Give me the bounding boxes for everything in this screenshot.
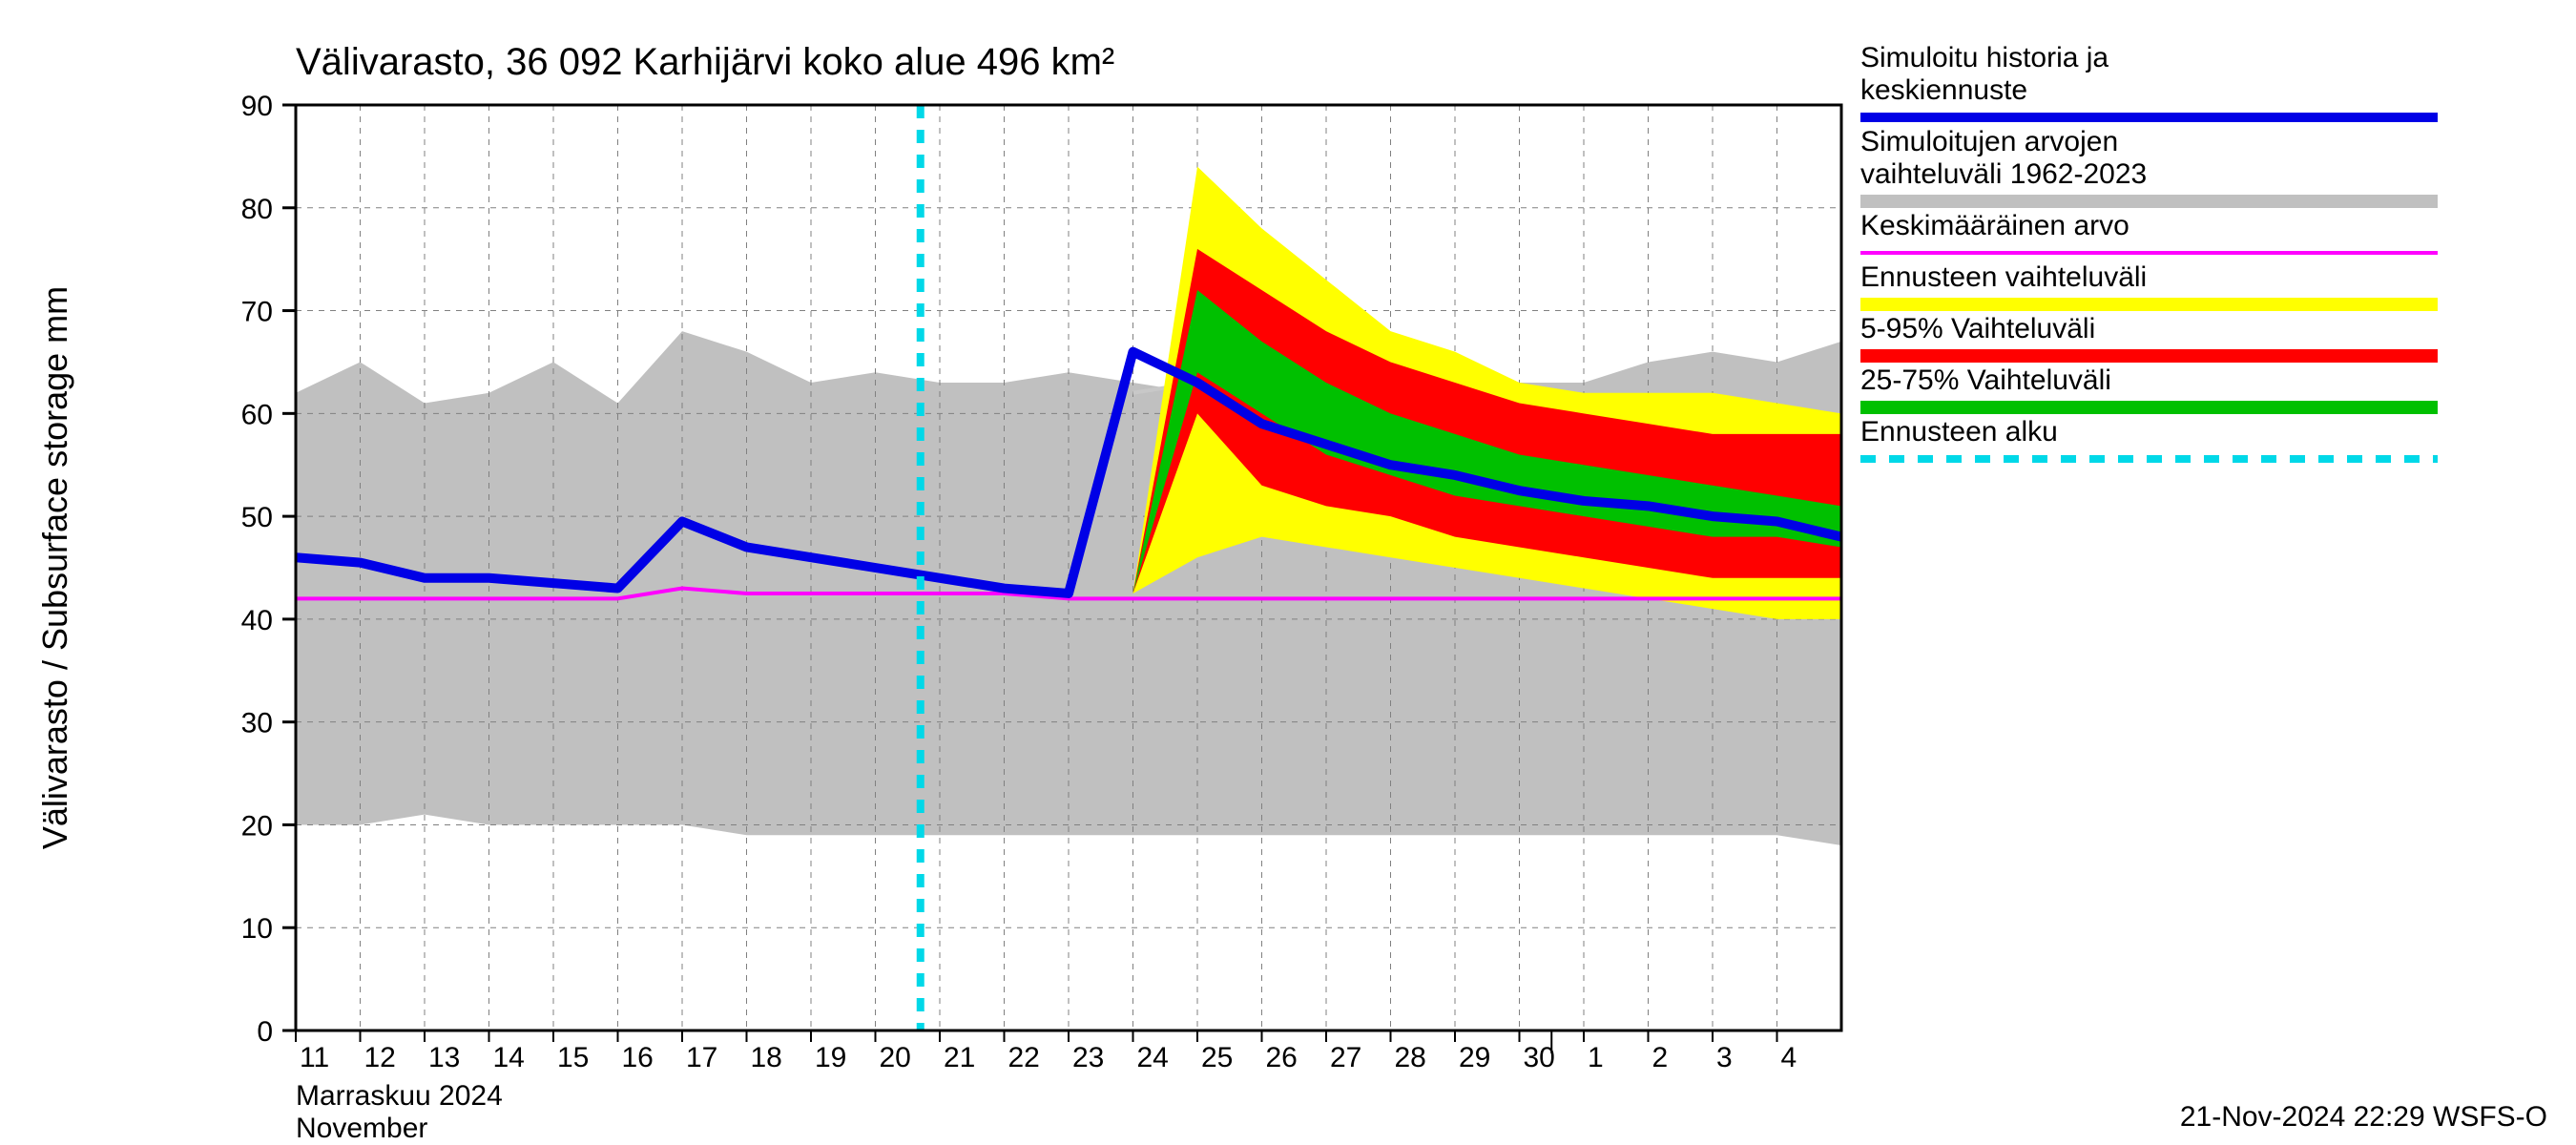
- x-tick-label: 2: [1652, 1042, 1669, 1073]
- x-tick-label: 13: [428, 1042, 460, 1073]
- legend-label: 25-75% Vaihteluväli: [1860, 364, 2111, 396]
- x-tick-label: 3: [1716, 1042, 1733, 1073]
- y-tick-label: 40: [241, 605, 273, 636]
- legend-label: keskiennuste: [1860, 74, 2027, 106]
- legend-swatch: [1860, 298, 2438, 311]
- legend-swatch: [1860, 195, 2438, 208]
- month-label-fi: Marraskuu 2024: [296, 1080, 503, 1112]
- x-tick-label: 22: [1008, 1042, 1040, 1073]
- x-tick-label: 19: [815, 1042, 846, 1073]
- legend-label: Ennusteen alku: [1860, 416, 2058, 448]
- x-tick-label: 28: [1395, 1042, 1426, 1073]
- x-tick-label: 17: [686, 1042, 717, 1073]
- legend-label: Simuloitujen arvojen: [1860, 126, 2118, 157]
- y-axis-label: Välivarasto / Subsurface storage mm: [35, 286, 74, 849]
- x-tick-label: 30: [1524, 1042, 1555, 1073]
- month-label-en: November: [296, 1113, 427, 1144]
- legend-label: 5-95% Vaihteluväli: [1860, 313, 2095, 344]
- x-tick-label: 16: [622, 1042, 654, 1073]
- y-tick-label: 20: [241, 810, 273, 842]
- x-tick-label: 12: [364, 1042, 396, 1073]
- y-tick-label: 80: [241, 194, 273, 225]
- legend-label: Keskimääräinen arvo: [1860, 210, 2129, 241]
- legend-label: Ennusteen vaihteluväli: [1860, 261, 2147, 293]
- x-tick-label: 11: [300, 1042, 329, 1073]
- y-tick-label: 90: [241, 91, 273, 122]
- x-tick-label: 26: [1266, 1042, 1298, 1073]
- x-tick-label: 29: [1459, 1042, 1490, 1073]
- y-tick-label: 30: [241, 708, 273, 739]
- x-tick-label: 25: [1201, 1042, 1233, 1073]
- x-tick-label: 27: [1330, 1042, 1361, 1073]
- x-tick-label: 14: [493, 1042, 525, 1073]
- chart-title: Välivarasto, 36 092 Karhijärvi koko alue…: [296, 41, 1114, 83]
- x-tick-label: 23: [1072, 1042, 1104, 1073]
- storage-chart: 0102030405060708090111213141516171819202…: [0, 0, 2576, 1145]
- y-tick-label: 70: [241, 297, 273, 328]
- x-tick-label: 24: [1137, 1042, 1169, 1073]
- y-tick-label: 50: [241, 502, 273, 533]
- legend-label: vaihteluväli 1962-2023: [1860, 158, 2147, 190]
- legend-label: Simuloitu historia ja: [1860, 42, 2109, 73]
- y-tick-label: 60: [241, 399, 273, 430]
- x-tick-label: 21: [944, 1042, 975, 1073]
- y-tick-label: 10: [241, 913, 273, 945]
- legend-swatch: [1860, 401, 2438, 414]
- x-tick-label: 1: [1588, 1042, 1604, 1073]
- y-tick-label: 0: [257, 1016, 273, 1048]
- x-tick-label: 4: [1781, 1042, 1797, 1073]
- x-tick-label: 15: [557, 1042, 589, 1073]
- legend-swatch: [1860, 349, 2438, 363]
- x-tick-label: 20: [880, 1042, 911, 1073]
- x-tick-label: 18: [751, 1042, 782, 1073]
- timestamp: 21-Nov-2024 22:29 WSFS-O: [2180, 1101, 2547, 1133]
